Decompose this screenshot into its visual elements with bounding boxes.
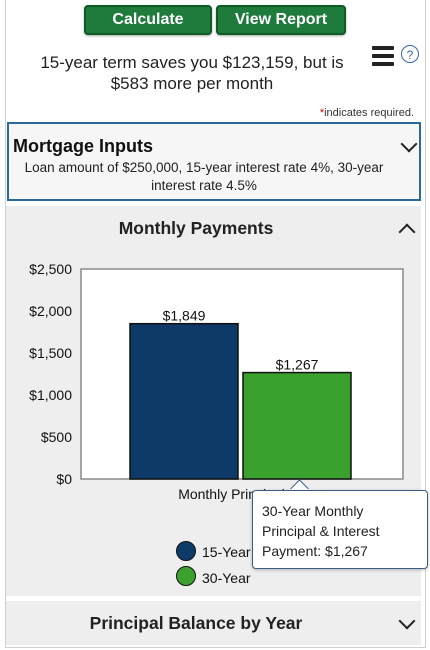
required-asterisk: * [319,107,325,119]
bar-tooltip: 30-Year Monthly Principal & Interest Pay… [252,490,428,569]
chevron-down-icon[interactable] [398,612,416,630]
tooltip-line-2: Principal & Interest [262,523,380,539]
monthly-payments-title: Monthly Payments [118,218,274,238]
mortgage-inputs-section[interactable]: Mortgage Inputs Loan amount of $250,000,… [7,122,421,201]
mortgage-inputs-title: Mortgage Inputs [13,136,153,156]
required-note: *indicates required. [320,107,414,119]
bar-30-year[interactable] [242,371,352,480]
y-tick-label: $1,000 [29,387,72,403]
monthly-payments-header[interactable]: Monthly Payments [6,206,421,252]
calculator-frame [5,0,426,648]
tooltip-line-1: 30-Year Monthly [262,503,364,519]
mortgage-inputs-description: Loan amount of $250,000, 15-year interes… [24,160,384,193]
legend-label-15-year: 15-Year [202,544,251,560]
monthly-payments-chart: $0 $500 $1,000 $1,500 $2,000 $2,500 $1,849 $1,… [29,261,404,502]
y-tick-label: $0 [56,471,72,487]
bar-value-label-30-year: $1,267 [276,357,319,373]
hamburger-menu-icon[interactable] [372,46,394,66]
calculate-button[interactable]: Calculate [84,5,212,35]
principal-balance-title: Principal Balance by Year [89,613,303,633]
legend-swatch-30-year[interactable] [176,566,196,586]
required-note-text: indicates required. [324,107,414,119]
help-icon[interactable]: ? [401,45,419,63]
tooltip-line-3: Payment: $1,267 [262,543,368,559]
legend-swatch-15-year[interactable] [176,541,196,561]
summary-line-1: 15-year term saves you $123,159, but is [40,53,344,72]
y-tick-label: $2,000 [29,303,72,319]
bar-value-label-15-year: $1,849 [163,308,206,324]
y-tick-label: $1,500 [29,345,72,361]
principal-balance-section[interactable]: Principal Balance by Year [6,601,421,645]
legend-label-30-year: 30-Year [202,570,251,586]
bar-15-year[interactable] [129,322,239,480]
y-tick-label: $2,500 [29,261,72,277]
view-report-button[interactable]: View Report [216,5,346,35]
summary-line-2: $583 more per month [110,74,274,93]
summary-text: 15-year term saves you $123,159, but is … [24,52,360,94]
y-tick-label: $500 [41,429,72,445]
